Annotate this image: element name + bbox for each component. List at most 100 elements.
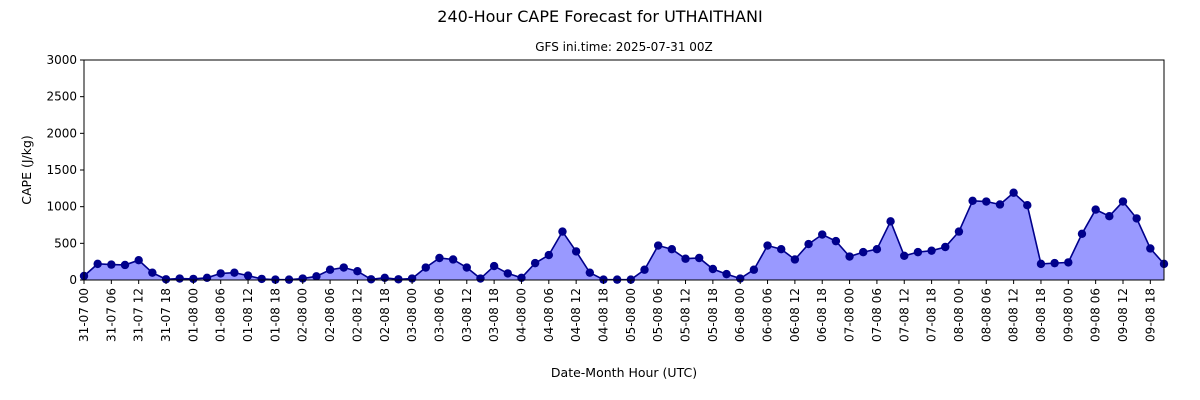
cape-point	[900, 251, 909, 260]
cape-point	[995, 200, 1005, 209]
cape-point	[175, 274, 184, 283]
x-tick-label: 08-08 06	[979, 288, 993, 342]
cape-point	[161, 275, 171, 284]
cape-point	[298, 274, 307, 283]
x-tick-label: 05-08 12	[679, 288, 693, 342]
cape-point	[859, 247, 868, 257]
y-tick-label: 0	[69, 273, 77, 287]
cape-point	[1118, 197, 1128, 206]
cape-point	[544, 250, 554, 260]
x-tick-label: 31-07 18	[159, 288, 173, 342]
cape-point	[763, 241, 772, 250]
cape-point	[954, 227, 964, 236]
cape-point	[1050, 258, 1059, 268]
cape-point	[230, 268, 239, 277]
cape-point	[804, 239, 813, 249]
x-tick-label: 07-08 06	[870, 288, 884, 342]
x-tick-label: 08-08 12	[1007, 288, 1021, 342]
x-tick-label: 31-07 06	[104, 288, 118, 342]
x-tick-label: 02-08 00	[296, 288, 310, 342]
cape-point	[667, 245, 677, 254]
cape-point	[353, 267, 362, 276]
cape-point	[831, 236, 841, 246]
cape-point	[982, 197, 991, 206]
x-tick-label: 06-08 18	[815, 288, 829, 342]
cape-point	[681, 254, 690, 263]
x-tick-label: 08-08 00	[952, 288, 966, 342]
cape-point	[653, 241, 663, 250]
cape-point	[872, 245, 882, 254]
cape-point	[1036, 259, 1046, 269]
cape-point	[530, 258, 540, 268]
x-tick-label: 01-08 00	[186, 288, 200, 342]
cape-point	[462, 263, 471, 272]
y-tick-label: 500	[54, 236, 77, 250]
x-tick-label: 31-07 00	[77, 288, 91, 342]
cape-point	[243, 271, 253, 280]
cape-point	[1105, 212, 1114, 221]
y-axis-label: CAPE (J/kg)	[19, 135, 34, 205]
cape-point	[927, 246, 936, 255]
x-tick-label: 09-08 00	[1061, 288, 1075, 342]
x-tick-label: 01-08 12	[241, 288, 255, 342]
cape-point	[448, 255, 458, 264]
x-tick-label: 02-08 06	[323, 288, 337, 342]
chart-subtitle: GFS ini.time: 2025-07-31 00Z	[535, 40, 713, 54]
cape-point	[107, 260, 116, 269]
cape-point	[1091, 205, 1100, 214]
x-tick-label: 05-08 06	[651, 288, 665, 342]
cape-point	[1009, 188, 1018, 197]
x-tick-label: 03-08 00	[405, 288, 419, 342]
x-tick-label: 07-08 18	[925, 288, 939, 342]
x-tick-label: 04-08 06	[542, 288, 556, 342]
x-tick-label: 07-08 00	[843, 288, 857, 342]
x-tick-label: 01-08 06	[214, 288, 228, 342]
cape-point	[886, 217, 895, 226]
cape-point	[1064, 258, 1073, 267]
cape-point	[312, 272, 321, 281]
cape-point	[1023, 201, 1032, 210]
cape-point	[790, 255, 800, 264]
cape-point	[694, 253, 704, 263]
cape-point	[1132, 214, 1141, 223]
cape-point	[216, 269, 225, 278]
x-tick-label: 06-08 00	[733, 288, 747, 342]
x-tick-label: 02-08 18	[378, 288, 392, 342]
x-tick-label: 02-08 12	[350, 288, 364, 342]
x-tick-label: 04-08 18	[596, 288, 610, 342]
cape-area-fill	[84, 192, 1164, 280]
cape-point	[571, 247, 581, 256]
x-tick-label: 31-07 12	[132, 288, 146, 342]
cape-point	[202, 273, 212, 282]
cape-point	[941, 242, 950, 252]
x-tick-label: 08-08 18	[1034, 288, 1048, 342]
x-tick-label: 03-08 12	[460, 288, 474, 342]
x-tick-label: 09-08 18	[1143, 288, 1157, 342]
cape-point	[134, 256, 143, 265]
cape-point	[339, 263, 348, 272]
plot-area: 0 500 1000 1500 2000 2500 3000 31-07 00 31-07 06…	[46, 53, 1169, 342]
cape-point	[736, 274, 745, 283]
cape-point	[777, 245, 786, 254]
x-tick-label: 03-08 06	[432, 288, 446, 342]
x-tick-label: 03-08 18	[487, 288, 501, 342]
cape-point	[366, 275, 376, 284]
x-tick-label: 06-08 12	[788, 288, 802, 342]
x-axis-label: Date-Month Hour (UTC)	[551, 365, 697, 380]
x-tick-label: 04-08 12	[569, 288, 583, 342]
x-tick-label: 05-08 00	[624, 288, 638, 342]
x-tick-label: 07-08 12	[897, 288, 911, 342]
cape-point	[585, 268, 595, 277]
cape-point	[407, 274, 417, 283]
cape-point	[818, 230, 827, 239]
x-tick-label: 06-08 06	[761, 288, 775, 342]
cape-point	[394, 275, 403, 284]
x-tick-label: 01-08 18	[268, 288, 282, 342]
cape-point	[257, 274, 266, 284]
x-tick-label: 09-08 12	[1116, 288, 1130, 342]
y-tick-label: 1000	[46, 200, 77, 214]
cape-point	[148, 268, 157, 277]
y-tick-label: 1500	[46, 163, 77, 177]
y-tick-label: 3000	[46, 53, 77, 67]
